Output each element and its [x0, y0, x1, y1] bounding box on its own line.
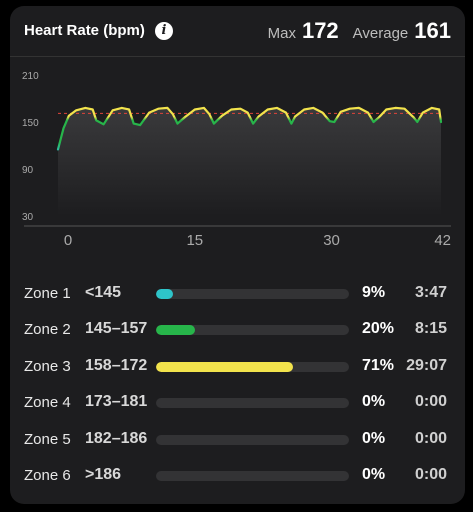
zone-row: Zone 3 158–172 71% 29:07 [24, 349, 451, 385]
zone-time: 0:00 [414, 393, 447, 411]
zone-list: Zone 1 <145 9% 3:47 Zone 2 145–157 20% 8:15 Zone… [24, 276, 451, 494]
zone-range: 173–181 [85, 393, 148, 411]
average-label: Average [352, 25, 409, 42]
zone-range: <145 [85, 284, 122, 301]
zone-percent: 9% [362, 284, 386, 301]
zone-bar-fill [156, 325, 195, 336]
zone-range: 145–157 [85, 320, 148, 338]
zone-range: 158–172 [85, 356, 148, 374]
zone-percent: 0% [362, 429, 386, 447]
zone-row: Zone 1 <145 9% 3:47 [24, 276, 451, 312]
zone-percent: 0% [362, 465, 386, 483]
zone-percent: 71% [362, 356, 395, 374]
y-tick-label: 150 [22, 118, 39, 129]
zone-time: 29:07 [406, 356, 447, 374]
y-tick-label: 30 [22, 212, 34, 223]
zone-time: 0:00 [414, 465, 447, 483]
summary-stats: Max 172 Average 161 [268, 18, 451, 46]
zone-time: 0:00 [414, 429, 447, 447]
x-tick-label: 30 [323, 232, 340, 249]
heart-rate-line [56, 106, 443, 151]
y-tick-label: 210 [22, 71, 39, 82]
zone-bar-track [156, 289, 349, 299]
heart-rate-card: Heart Rate (bpm) i Max 172 Average 161 2… [10, 6, 465, 504]
average-value: 161 [414, 18, 451, 43]
heart-rate-area [58, 107, 441, 216]
zone-bar-fill [156, 361, 294, 372]
card-title: Heart Rate (bpm) [24, 22, 145, 39]
zone-bar-track [156, 434, 349, 445]
zone-time: 3:47 [414, 284, 447, 301]
zone-row: Zone 6 >186 0% 0:00 [24, 458, 451, 494]
zone-time: 8:15 [414, 320, 447, 338]
x-tick-label: 0 [64, 232, 72, 249]
zone-range: 182–186 [85, 429, 148, 447]
max-value: 172 [301, 18, 339, 43]
zone-name: Zone 2 [24, 321, 71, 339]
zone-name: Zone 1 [24, 285, 71, 302]
x-tick-label: 42 [434, 232, 451, 249]
info-icon[interactable]: i [155, 22, 173, 40]
zone-row: Zone 4 173–181 0% 0:00 [24, 385, 451, 421]
x-tick-label: 15 [186, 232, 203, 249]
zone-row: Zone 5 182–186 0% 0:00 [24, 422, 451, 458]
zone-bar-track [156, 398, 349, 409]
max-label: Max [267, 25, 296, 42]
zone-name: Zone 4 [24, 394, 71, 412]
zone-bar-track [156, 470, 349, 481]
zone-row: Zone 2 145–157 20% 8:15 [24, 312, 451, 348]
zone-range: >186 [85, 465, 122, 483]
zone-name: Zone 5 [24, 430, 71, 448]
zone-bar-track [156, 325, 349, 336]
zone-bar-track [156, 361, 349, 372]
zone-percent: 20% [362, 320, 395, 338]
zone-name: Zone 3 [24, 357, 71, 375]
card-header: Heart Rate (bpm) i Max 172 Average 161 [24, 18, 451, 46]
y-tick-label: 90 [22, 165, 34, 176]
header-divider [10, 56, 465, 57]
zone-percent: 0% [362, 393, 386, 411]
heart-rate-chart: 210 150 90 30 0 15 30 42 [22, 71, 451, 249]
zone-name: Zone 6 [24, 466, 71, 484]
zone-bar-fill [156, 289, 174, 299]
